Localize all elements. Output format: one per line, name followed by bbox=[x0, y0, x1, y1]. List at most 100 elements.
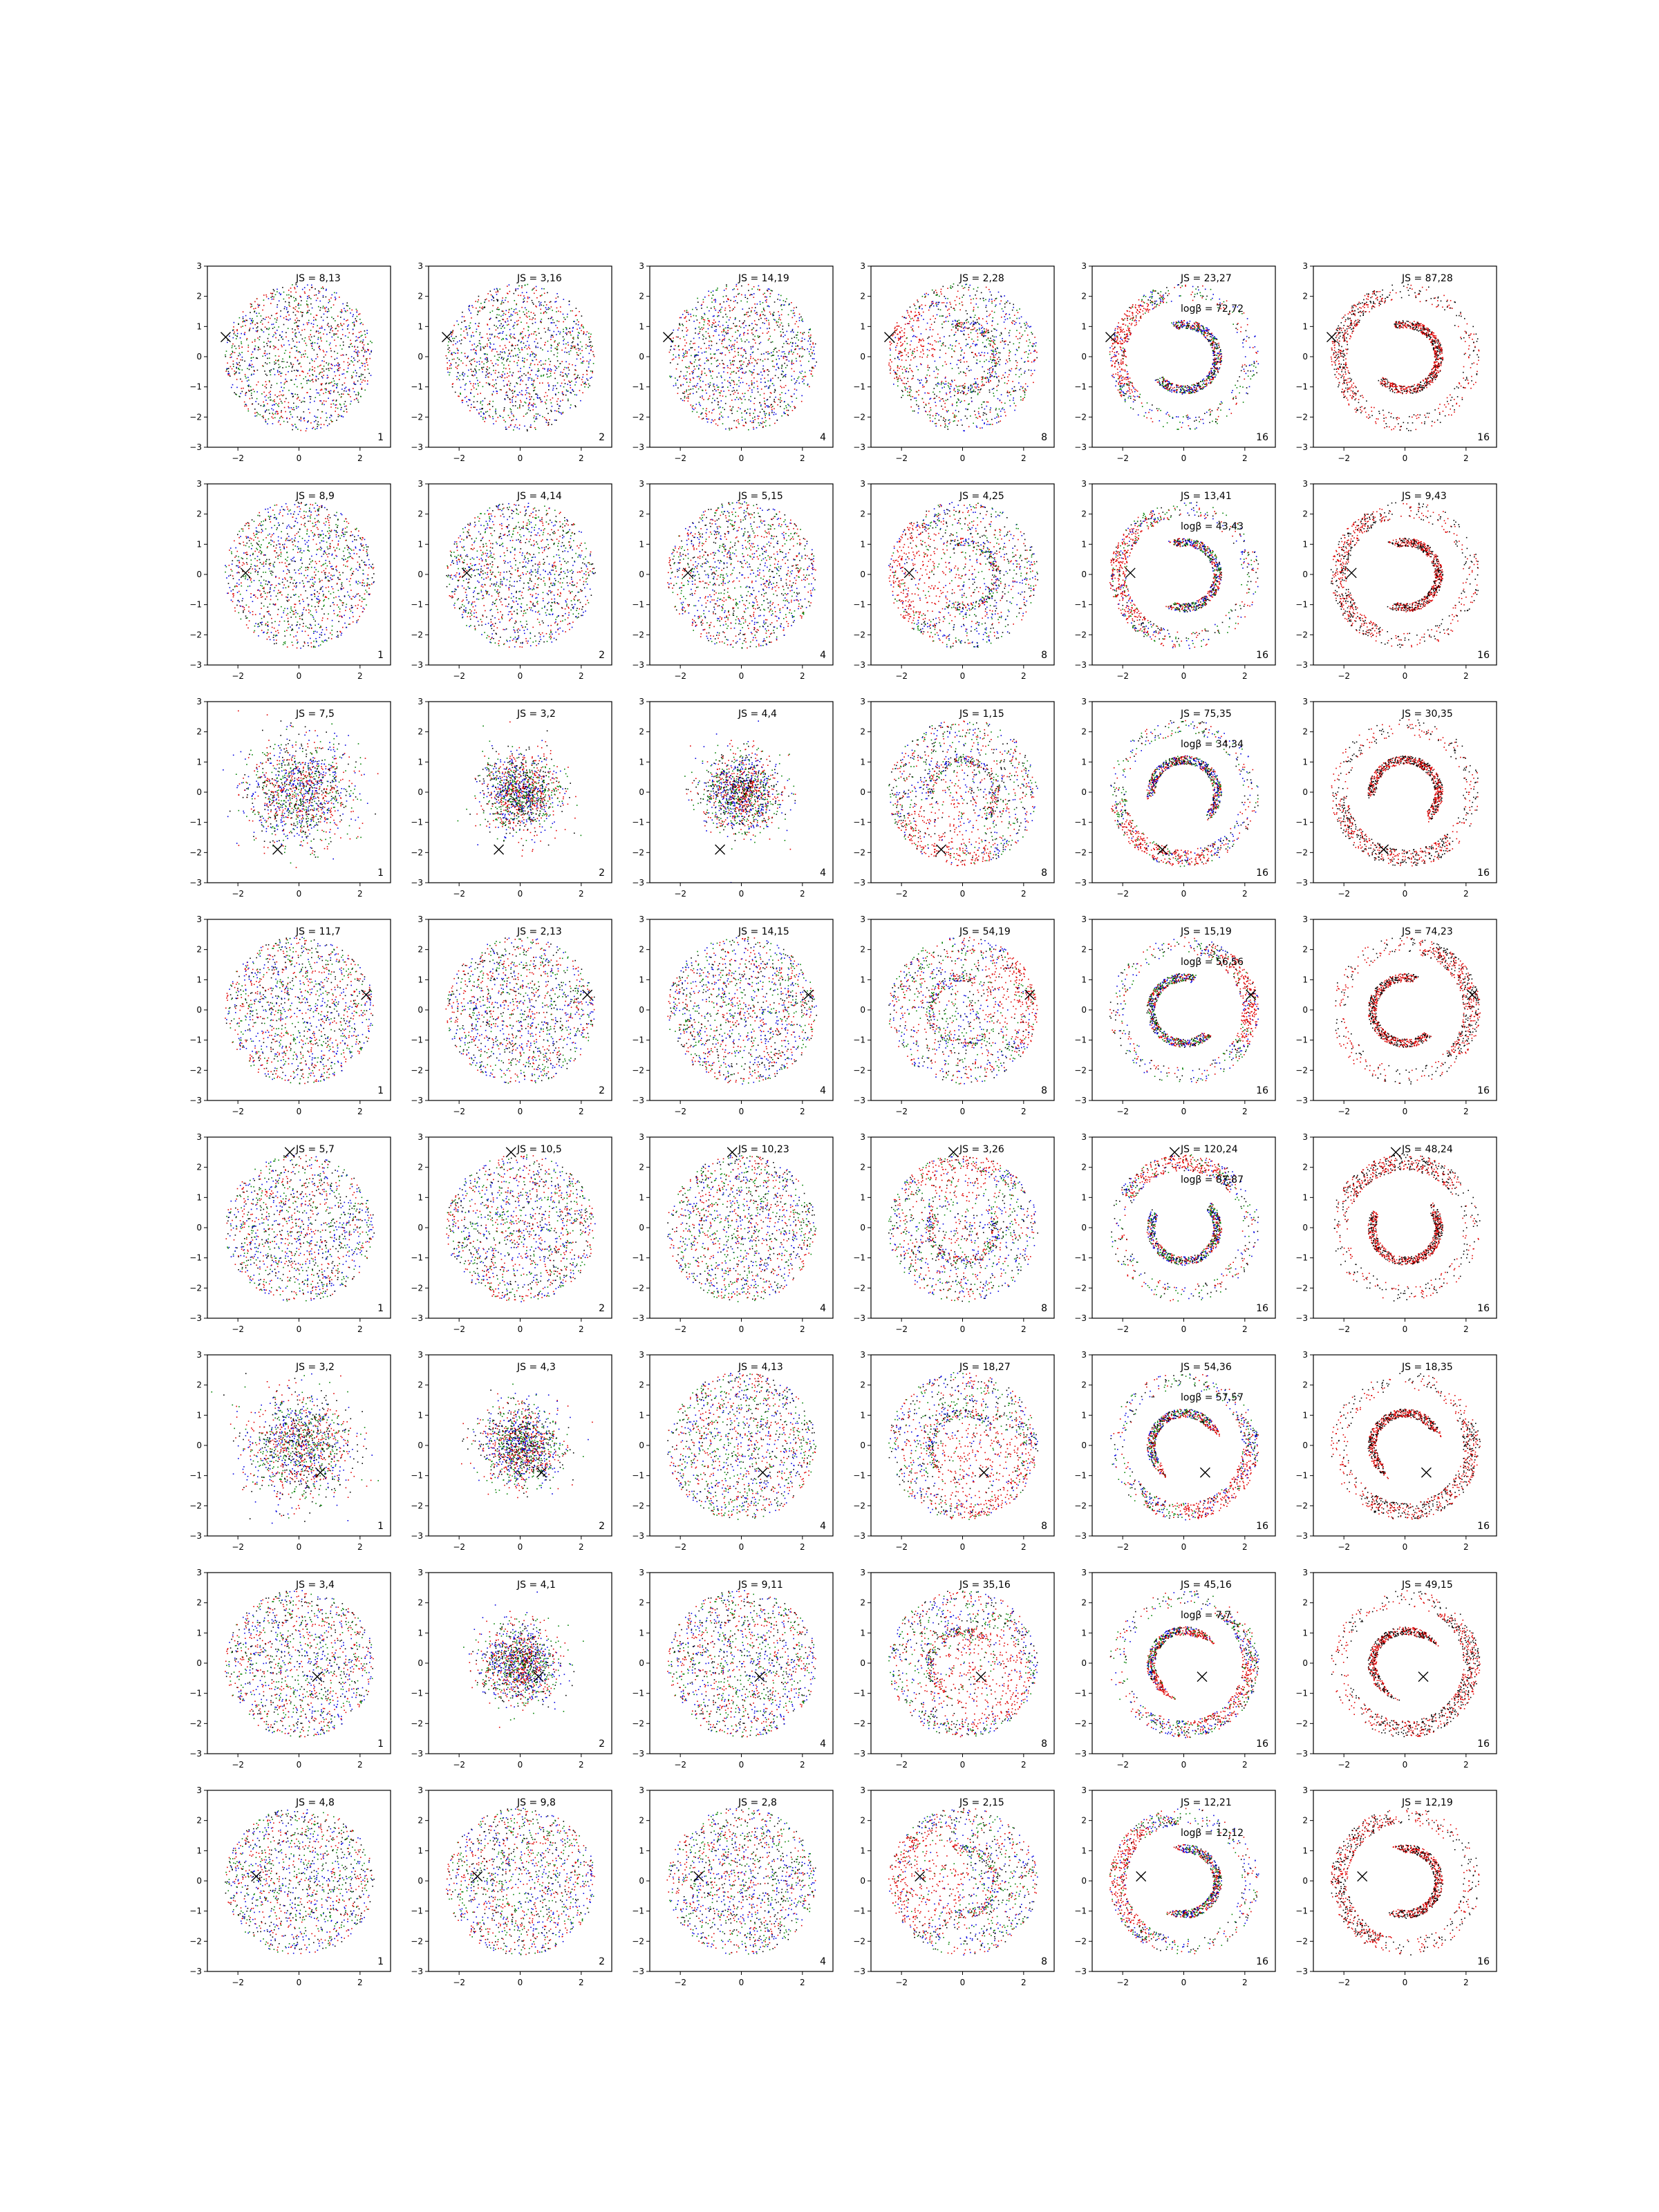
scatter-point bbox=[257, 370, 259, 371]
scatter-point bbox=[948, 308, 950, 310]
scatter-point bbox=[276, 383, 278, 384]
scatter-point bbox=[973, 357, 975, 358]
scatter-point bbox=[532, 384, 534, 385]
scatter-point bbox=[259, 348, 261, 350]
scatter-point bbox=[698, 359, 700, 361]
scatter-point bbox=[798, 377, 800, 378]
scatter-point bbox=[358, 392, 359, 393]
scatter-point bbox=[917, 347, 918, 348]
scatter-point bbox=[480, 337, 482, 339]
scatter-point bbox=[505, 368, 507, 370]
scatter-point bbox=[474, 358, 475, 359]
scatter-point bbox=[489, 346, 491, 348]
scatter-point bbox=[272, 324, 273, 326]
scatter-point bbox=[257, 358, 259, 359]
scatter-point bbox=[714, 389, 715, 391]
scatter-point bbox=[912, 330, 913, 331]
scatter-point bbox=[588, 364, 590, 365]
scatter-point bbox=[712, 378, 713, 379]
scatter-point bbox=[489, 342, 491, 344]
scatter-point bbox=[480, 303, 482, 304]
scatter-point bbox=[542, 382, 543, 384]
scatter-point bbox=[1021, 317, 1022, 318]
scatter-point bbox=[332, 327, 333, 328]
scatter-point bbox=[731, 410, 733, 411]
scatter-point bbox=[917, 350, 918, 351]
scatter-point bbox=[502, 352, 503, 353]
scatter-point bbox=[347, 326, 348, 327]
scatter-point bbox=[977, 384, 979, 386]
scatter-point bbox=[811, 371, 812, 372]
scatter-point bbox=[766, 299, 767, 301]
scatter-point bbox=[533, 312, 534, 314]
scatter-point bbox=[766, 413, 767, 415]
scatter-point bbox=[354, 391, 355, 393]
scatter-point bbox=[242, 369, 243, 371]
scatter-point bbox=[306, 428, 308, 429]
scatter-point bbox=[797, 345, 798, 346]
scatter-point bbox=[774, 385, 775, 386]
scatter-point bbox=[541, 338, 542, 339]
scatter-point bbox=[949, 420, 950, 421]
scatter-point bbox=[322, 377, 324, 379]
scatter-point bbox=[788, 315, 789, 316]
scatter-point bbox=[810, 335, 812, 336]
scatter-point bbox=[977, 329, 978, 330]
scatter-point bbox=[356, 397, 357, 399]
scatter-point bbox=[971, 401, 973, 402]
scatter-point bbox=[262, 310, 263, 311]
scatter-point bbox=[244, 361, 245, 362]
scatter-point bbox=[484, 302, 485, 303]
scatter-point bbox=[250, 398, 251, 400]
scatter-point bbox=[744, 321, 745, 322]
scatter-point bbox=[968, 366, 969, 367]
scatter-point bbox=[303, 418, 305, 419]
scatter-point bbox=[723, 301, 724, 303]
scatter-point bbox=[469, 361, 471, 362]
scatter-point bbox=[509, 389, 511, 391]
scatter-point bbox=[467, 356, 469, 357]
scatter-point bbox=[722, 325, 724, 326]
scatter-point bbox=[301, 418, 302, 420]
scatter-point bbox=[507, 292, 508, 294]
scatter-point bbox=[742, 425, 744, 427]
scatter-point bbox=[487, 324, 488, 325]
scatter-point bbox=[578, 324, 579, 326]
scatter-point bbox=[297, 286, 298, 288]
scatter-point bbox=[711, 375, 712, 377]
scatter-point bbox=[304, 356, 306, 357]
scatter-point bbox=[469, 328, 470, 329]
scatter-point bbox=[693, 371, 695, 372]
scatter-point bbox=[935, 340, 936, 341]
scatter-point bbox=[684, 317, 685, 319]
scatter-point bbox=[469, 310, 470, 312]
scatter-point bbox=[361, 336, 362, 337]
scatter-point bbox=[241, 341, 242, 343]
scatter-point bbox=[563, 329, 564, 330]
scatter-point bbox=[317, 298, 319, 299]
scatter-point bbox=[352, 362, 353, 363]
scatter-point bbox=[590, 336, 591, 337]
scatter-point bbox=[1009, 332, 1010, 334]
scatter-point bbox=[254, 409, 256, 410]
scatter-point bbox=[328, 364, 329, 366]
scatter-point bbox=[292, 409, 293, 411]
scatter-point bbox=[460, 393, 461, 394]
scatter-point bbox=[554, 373, 556, 374]
scatter-point bbox=[776, 364, 778, 366]
scatter-point bbox=[361, 322, 362, 324]
scatter-point bbox=[713, 299, 715, 301]
scatter-point bbox=[759, 289, 760, 290]
scatter-point bbox=[968, 427, 970, 428]
scatter-point bbox=[729, 345, 730, 346]
scatter-point bbox=[265, 294, 267, 296]
scatter-point bbox=[281, 416, 282, 418]
scatter-point bbox=[765, 315, 766, 317]
scatter-point bbox=[925, 305, 926, 306]
scatter-point bbox=[751, 392, 753, 393]
scatter-point bbox=[330, 348, 332, 349]
scatter-point bbox=[563, 321, 564, 323]
scatter-point bbox=[498, 315, 500, 316]
scatter-point bbox=[354, 325, 355, 326]
x-tick-label: 2 bbox=[800, 453, 805, 463]
